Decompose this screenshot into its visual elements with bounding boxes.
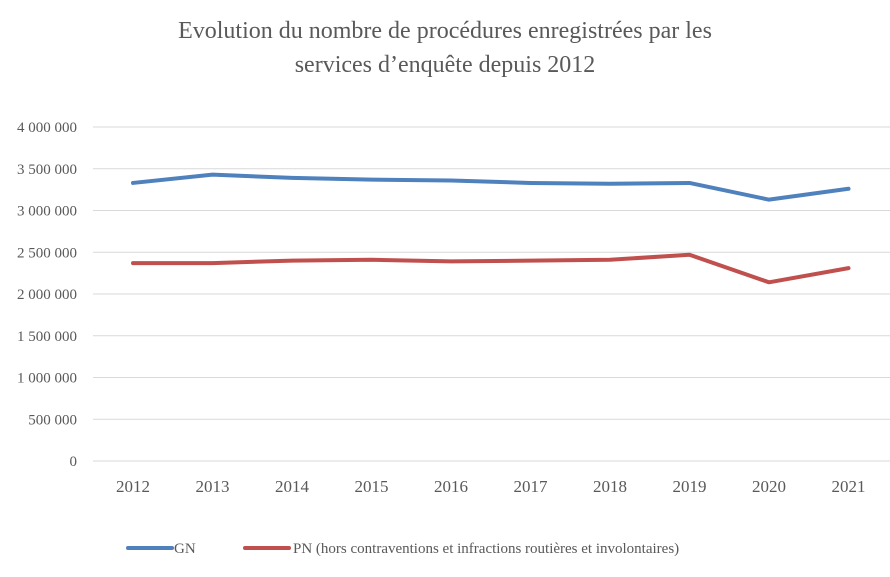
x-tick-label: 2021 (832, 477, 866, 496)
x-tick-label: 2017 (514, 477, 549, 496)
x-tick-label: 2012 (116, 477, 150, 496)
y-tick-label: 4 000 000 (17, 120, 77, 136)
y-tick-label: 3 500 000 (17, 162, 77, 178)
x-tick-label: 2015 (355, 477, 389, 496)
legend-label-pn: PN (hors contraventions et infractions r… (293, 541, 679, 557)
x-tick-label: 2020 (752, 477, 786, 496)
y-tick-label: 1 000 000 (17, 371, 77, 387)
x-tick-label: 2016 (434, 477, 468, 496)
y-tick-label: 2 000 000 (17, 287, 77, 303)
x-tick-label: 2019 (673, 477, 707, 496)
series-line-gn (131, 172, 851, 202)
y-tick-label: 0 (70, 454, 78, 470)
series-line-pn (131, 252, 851, 285)
y-tick-label: 500 000 (28, 412, 77, 428)
x-tick-label: 2013 (196, 477, 230, 496)
chart-title: Evolution du nombre de procédures enregi… (0, 14, 890, 82)
x-tick-label: 2014 (275, 477, 310, 496)
x-tick-label: 2018 (593, 477, 627, 496)
y-tick-label: 1 500 000 (17, 329, 77, 345)
chart-title-line-2: services d’enquête depuis 2012 (294, 52, 596, 78)
y-tick-label: 3 000 000 (17, 204, 77, 220)
chart-title-line-1: Evolution du nombre de procédures enregi… (178, 18, 712, 44)
legend-label-gn: GN (174, 541, 196, 557)
y-tick-label: 2 500 000 (17, 245, 77, 261)
